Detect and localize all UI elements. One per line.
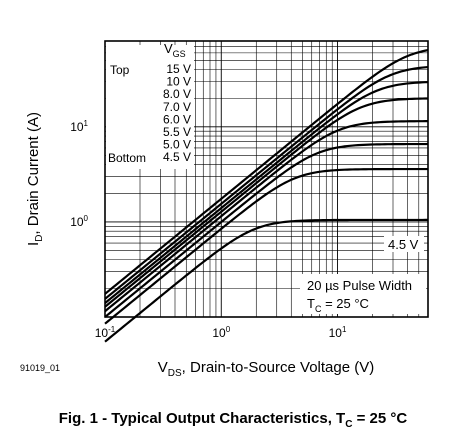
legend-entry: 10 V [166, 75, 191, 89]
legend-background [106, 45, 194, 169]
y-tick-labels: 100 101 [70, 119, 88, 229]
legend-top-label: Top [110, 63, 130, 77]
curve-label-4-5v: 4.5 V [388, 237, 419, 252]
plot-frame [104, 40, 429, 318]
legend-entry: 8.0 V [163, 87, 191, 101]
legend-entry: 6.0 V [163, 112, 191, 126]
conditions-background [300, 274, 426, 314]
legend-entry: 4.5 V [163, 150, 191, 164]
x-tick-labels: 10-1 100 101 [95, 325, 347, 340]
y-tick-label: 100 [70, 214, 88, 229]
x-axis-label: VDS, Drain-to-Source Voltage (V) [158, 359, 375, 379]
tc-label: TC = 25 °C [307, 296, 369, 314]
curve-vgs-8 [104, 81, 429, 304]
curve-vgs-15 [104, 49, 429, 295]
legend-entry: 7.0 V [163, 100, 191, 114]
y-tick-label: 101 [70, 119, 88, 134]
curve-vgs-5 [104, 167, 428, 325]
pulse-width-label: 20 µs Pulse Width [307, 278, 412, 293]
curve-vgs-5-5 [104, 142, 429, 318]
y-axis-label: ID, Drain Current (A) [25, 112, 45, 246]
legend-entry: 15 V [166, 62, 191, 76]
curves [104, 49, 429, 343]
curve-vgs-7 [104, 97, 429, 308]
figure-caption: Fig. 1 - Typical Output Characteristics,… [58, 410, 408, 430]
x-tick-label: 101 [329, 325, 347, 340]
legend: VGS Top Bottom 15 V10 V8.0 V7.0 V6.0 V5.5 V… [106, 41, 426, 314]
legend-title: VGS [164, 41, 186, 59]
curve-vgs-4-5 [104, 218, 428, 343]
curve-vgs-6 [104, 120, 429, 313]
x-tick-label: 10-1 [95, 325, 116, 340]
curve-vgs-10 [104, 65, 429, 300]
legend-entry: 5.5 V [163, 125, 191, 139]
legend-bottom-label: Bottom [108, 151, 146, 165]
figure-id: 91019_01 [20, 363, 60, 373]
legend-entry: 5.0 V [163, 138, 191, 152]
x-tick-label: 100 [212, 325, 230, 340]
curve-label-background [384, 236, 424, 252]
